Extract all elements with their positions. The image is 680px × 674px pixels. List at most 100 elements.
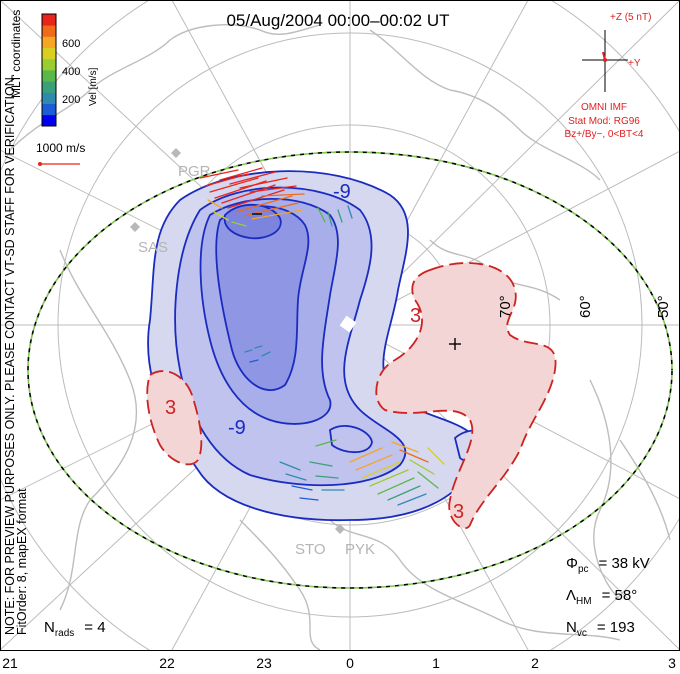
velocity-vector — [361, 461, 401, 479]
colorbar-swatch — [42, 47, 56, 60]
map-title: 05/Aug/2004 00:00–00:02 UT — [226, 11, 449, 30]
velocity-vector — [427, 447, 445, 465]
velocity-vector — [391, 441, 419, 453]
colorbar-swatch — [42, 70, 56, 82]
velocity-vector — [309, 461, 333, 467]
potential-max-marker — [449, 338, 461, 350]
velocity-vector — [327, 211, 333, 227]
velocity-vector — [317, 207, 326, 223]
coastline — [619, 439, 671, 541]
mlt-tick-label: 1 — [432, 655, 440, 671]
velocity-vector — [207, 199, 223, 209]
velocity-vector — [229, 171, 276, 185]
radar-label-pgr: PGR — [178, 163, 211, 180]
contour-label-negative: -9 — [228, 417, 246, 439]
velocity-vector — [221, 184, 276, 204]
magnetic-pole-marker — [339, 315, 357, 333]
mlt-tick-label: 22 — [159, 655, 175, 671]
velocity-vector — [299, 497, 319, 501]
mlt-tick-label: 2 — [531, 655, 539, 671]
colorbar-tick: 600 — [62, 38, 80, 50]
vector-group-center — [244, 345, 271, 363]
coastline — [9, 24, 321, 151]
coastline — [239, 519, 321, 650]
imf-conditions: Bz+/By−, 0<BT<4 — [565, 129, 644, 140]
velocity-vector — [244, 349, 253, 353]
velocity-vector — [337, 209, 343, 223]
velocity-vector — [261, 193, 305, 197]
radar-sites — [130, 148, 345, 534]
vector-scale-origin — [38, 162, 42, 166]
velocity-vector — [231, 221, 247, 227]
stat-n-rads: Nrads = 4 — [44, 619, 106, 639]
positive-contour — [375, 262, 557, 530]
vector-group-dawn — [279, 439, 445, 506]
imf-model: Stat Mod: RG96 — [568, 116, 640, 127]
mlt-tick-label: 21 — [2, 655, 18, 671]
coastline — [589, 379, 621, 601]
velocity-vector — [315, 475, 339, 479]
stat-phi-pc: Φpc = 38 kV — [566, 555, 650, 575]
latitude-label: 70° — [497, 295, 514, 318]
positive-potential-cells — [146, 262, 557, 530]
velocity-vector — [291, 485, 313, 491]
velocity-vector — [347, 205, 353, 219]
colorbar-swatch — [42, 114, 56, 127]
negative-contour-island — [329, 425, 373, 454]
coastline — [329, 519, 621, 641]
colorbar-tick: 400 — [62, 66, 80, 78]
colorbar-swatch — [42, 92, 56, 104]
contour-label-positive: 3 — [410, 305, 421, 327]
colorbar-frame — [41, 13, 57, 127]
colorbar-swatch — [42, 103, 56, 116]
imf-clock: +Z (5 nT) +Y OMNI IMF Stat Mod: RG96 Bz+… — [565, 12, 652, 140]
velocity-vector — [219, 167, 263, 181]
velocity-vector — [209, 177, 259, 193]
velocity-colorbar: 600 400 200 Vel [m/s] — [41, 13, 99, 127]
velocity-vector — [235, 195, 293, 213]
contour-label-positive: 3 — [453, 501, 464, 523]
velocity-vector — [397, 493, 427, 506]
velocity-vector — [377, 477, 415, 495]
vector-group-dusk — [199, 167, 353, 227]
map-statistics: Φpc = 38 kV ΛHM = 58° Nvc = 193 Nrads = 4 — [44, 555, 650, 639]
radar-label-pyk: PYK — [345, 541, 375, 558]
contour-label-positive: 3 — [165, 397, 176, 419]
imf-z-label: +Z (5 nT) — [610, 12, 651, 23]
colorbar-swatch — [42, 14, 56, 26]
mlt-axis: 21 22 23 0 1 2 3 — [2, 655, 676, 671]
negative-contour — [215, 205, 310, 391]
velocity-vector — [213, 211, 229, 221]
positive-contour — [146, 370, 203, 466]
radar-label-sas: SAS — [138, 239, 168, 256]
latitude-label: 60° — [577, 295, 594, 318]
latitude-label: 50° — [655, 295, 672, 318]
colorbar-tick: 200 — [62, 94, 80, 106]
mlt-tick-label: 0 — [346, 655, 354, 671]
velocity-vector — [387, 485, 421, 501]
velocity-vector — [315, 439, 337, 447]
velocity-vector — [369, 469, 409, 487]
velocity-vector — [355, 454, 393, 471]
hm-boundary-overlay — [27, 151, 673, 589]
colorbar-swatch — [42, 25, 56, 37]
vector-scale-label: 1000 m/s — [36, 141, 85, 155]
velocity-vector — [249, 185, 297, 193]
colorbar-swatch — [42, 36, 56, 48]
colorbar-swatch — [42, 81, 56, 93]
colorbar-swatch — [42, 58, 56, 71]
coastline — [369, 29, 601, 181]
velocity-vector — [279, 461, 301, 471]
velocity-vector — [199, 169, 239, 179]
coordinate-system-label: MLT coordinates — [9, 10, 23, 98]
imf-source: OMNI IMF — [581, 102, 627, 113]
velocity-vector — [349, 447, 383, 463]
imf-y-label: +Y — [628, 58, 641, 69]
fit-order-note: FitOrder: 8, mapEX format — [15, 488, 29, 635]
stat-lambda-hm: ΛHM = 58° — [566, 587, 637, 607]
velocity-vector — [254, 345, 263, 349]
coastline — [59, 249, 138, 611]
colorbar-swatches — [42, 14, 56, 127]
velocity-vector — [239, 177, 288, 189]
